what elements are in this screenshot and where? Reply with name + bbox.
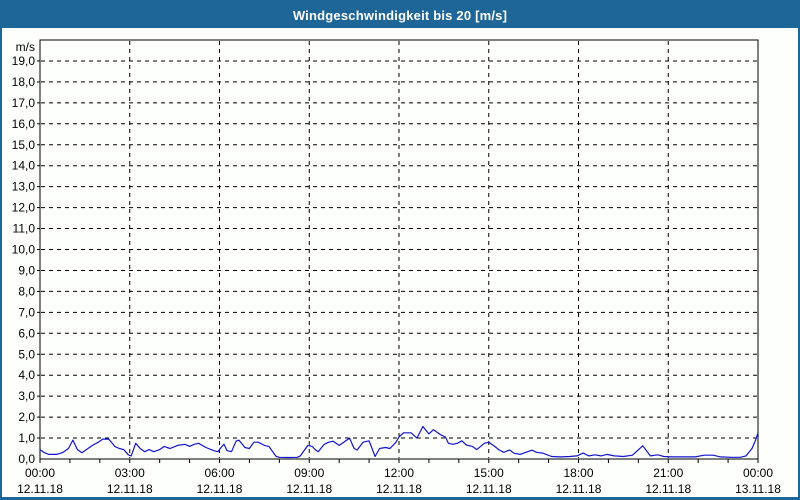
y-tick-label: 1,0 xyxy=(18,431,35,445)
x-tick-time-label: 00:00 xyxy=(25,466,55,480)
y-axis-unit-label: m/s xyxy=(16,40,35,54)
y-tick-label: 0,0 xyxy=(18,452,35,466)
x-tick-time-label: 00:00 xyxy=(743,466,773,480)
y-tick-label: 5,0 xyxy=(18,347,35,361)
x-tick-date-label: 12.11.18 xyxy=(556,482,602,496)
y-tick-label: 9,0 xyxy=(18,263,35,277)
title-bar: Windgeschwindigkeit bis 20 [m/s] xyxy=(2,2,798,28)
x-tick-time-label: 06:00 xyxy=(204,466,234,480)
x-tick-time-label: 12:00 xyxy=(384,466,414,480)
y-tick-label: 2,0 xyxy=(18,410,35,424)
y-tick-label: 4,0 xyxy=(18,368,35,382)
y-tick-label: 17,0 xyxy=(12,96,36,110)
y-tick-label: 13,0 xyxy=(12,180,36,194)
x-tick-date-label: 12.11.18 xyxy=(197,482,243,496)
x-tick-time-label: 18:00 xyxy=(563,466,593,480)
y-tick-label: 14,0 xyxy=(12,159,36,173)
y-tick-label: 11,0 xyxy=(13,222,36,236)
x-tick-time-label: 15:00 xyxy=(474,466,504,480)
y-tick-label: 7,0 xyxy=(18,305,35,319)
y-tick-label: 12,0 xyxy=(12,201,36,215)
x-tick-date-label: 12.11.18 xyxy=(286,482,332,496)
y-tick-label: 8,0 xyxy=(18,284,35,298)
x-tick-date-label: 12.11.18 xyxy=(17,482,63,496)
x-tick-date-label: 12.11.18 xyxy=(376,482,422,496)
y-tick-label: 19,0 xyxy=(12,54,36,68)
y-tick-label: 16,0 xyxy=(12,117,36,131)
window-title: Windgeschwindigkeit bis 20 [m/s] xyxy=(292,7,508,23)
y-tick-label: 3,0 xyxy=(18,389,35,403)
x-tick-date-label: 13.11.18 xyxy=(735,482,781,496)
y-tick-label: 6,0 xyxy=(18,326,35,340)
x-tick-time-label: 09:00 xyxy=(294,466,324,480)
wind-speed-line xyxy=(39,425,759,459)
x-tick-time-label: 03:00 xyxy=(115,466,145,480)
x-tick-time-label: 21:00 xyxy=(653,466,683,480)
plot-frame xyxy=(39,39,759,460)
y-tick-label: 18,0 xyxy=(12,75,36,89)
y-tick-label: 10,0 xyxy=(12,243,36,257)
x-tick-date-label: 12.11.18 xyxy=(107,482,153,496)
x-tick-date-label: 12.11.18 xyxy=(645,482,691,496)
y-tick-label: 15,0 xyxy=(12,138,36,152)
x-tick-date-label: 12.11.18 xyxy=(466,482,512,496)
